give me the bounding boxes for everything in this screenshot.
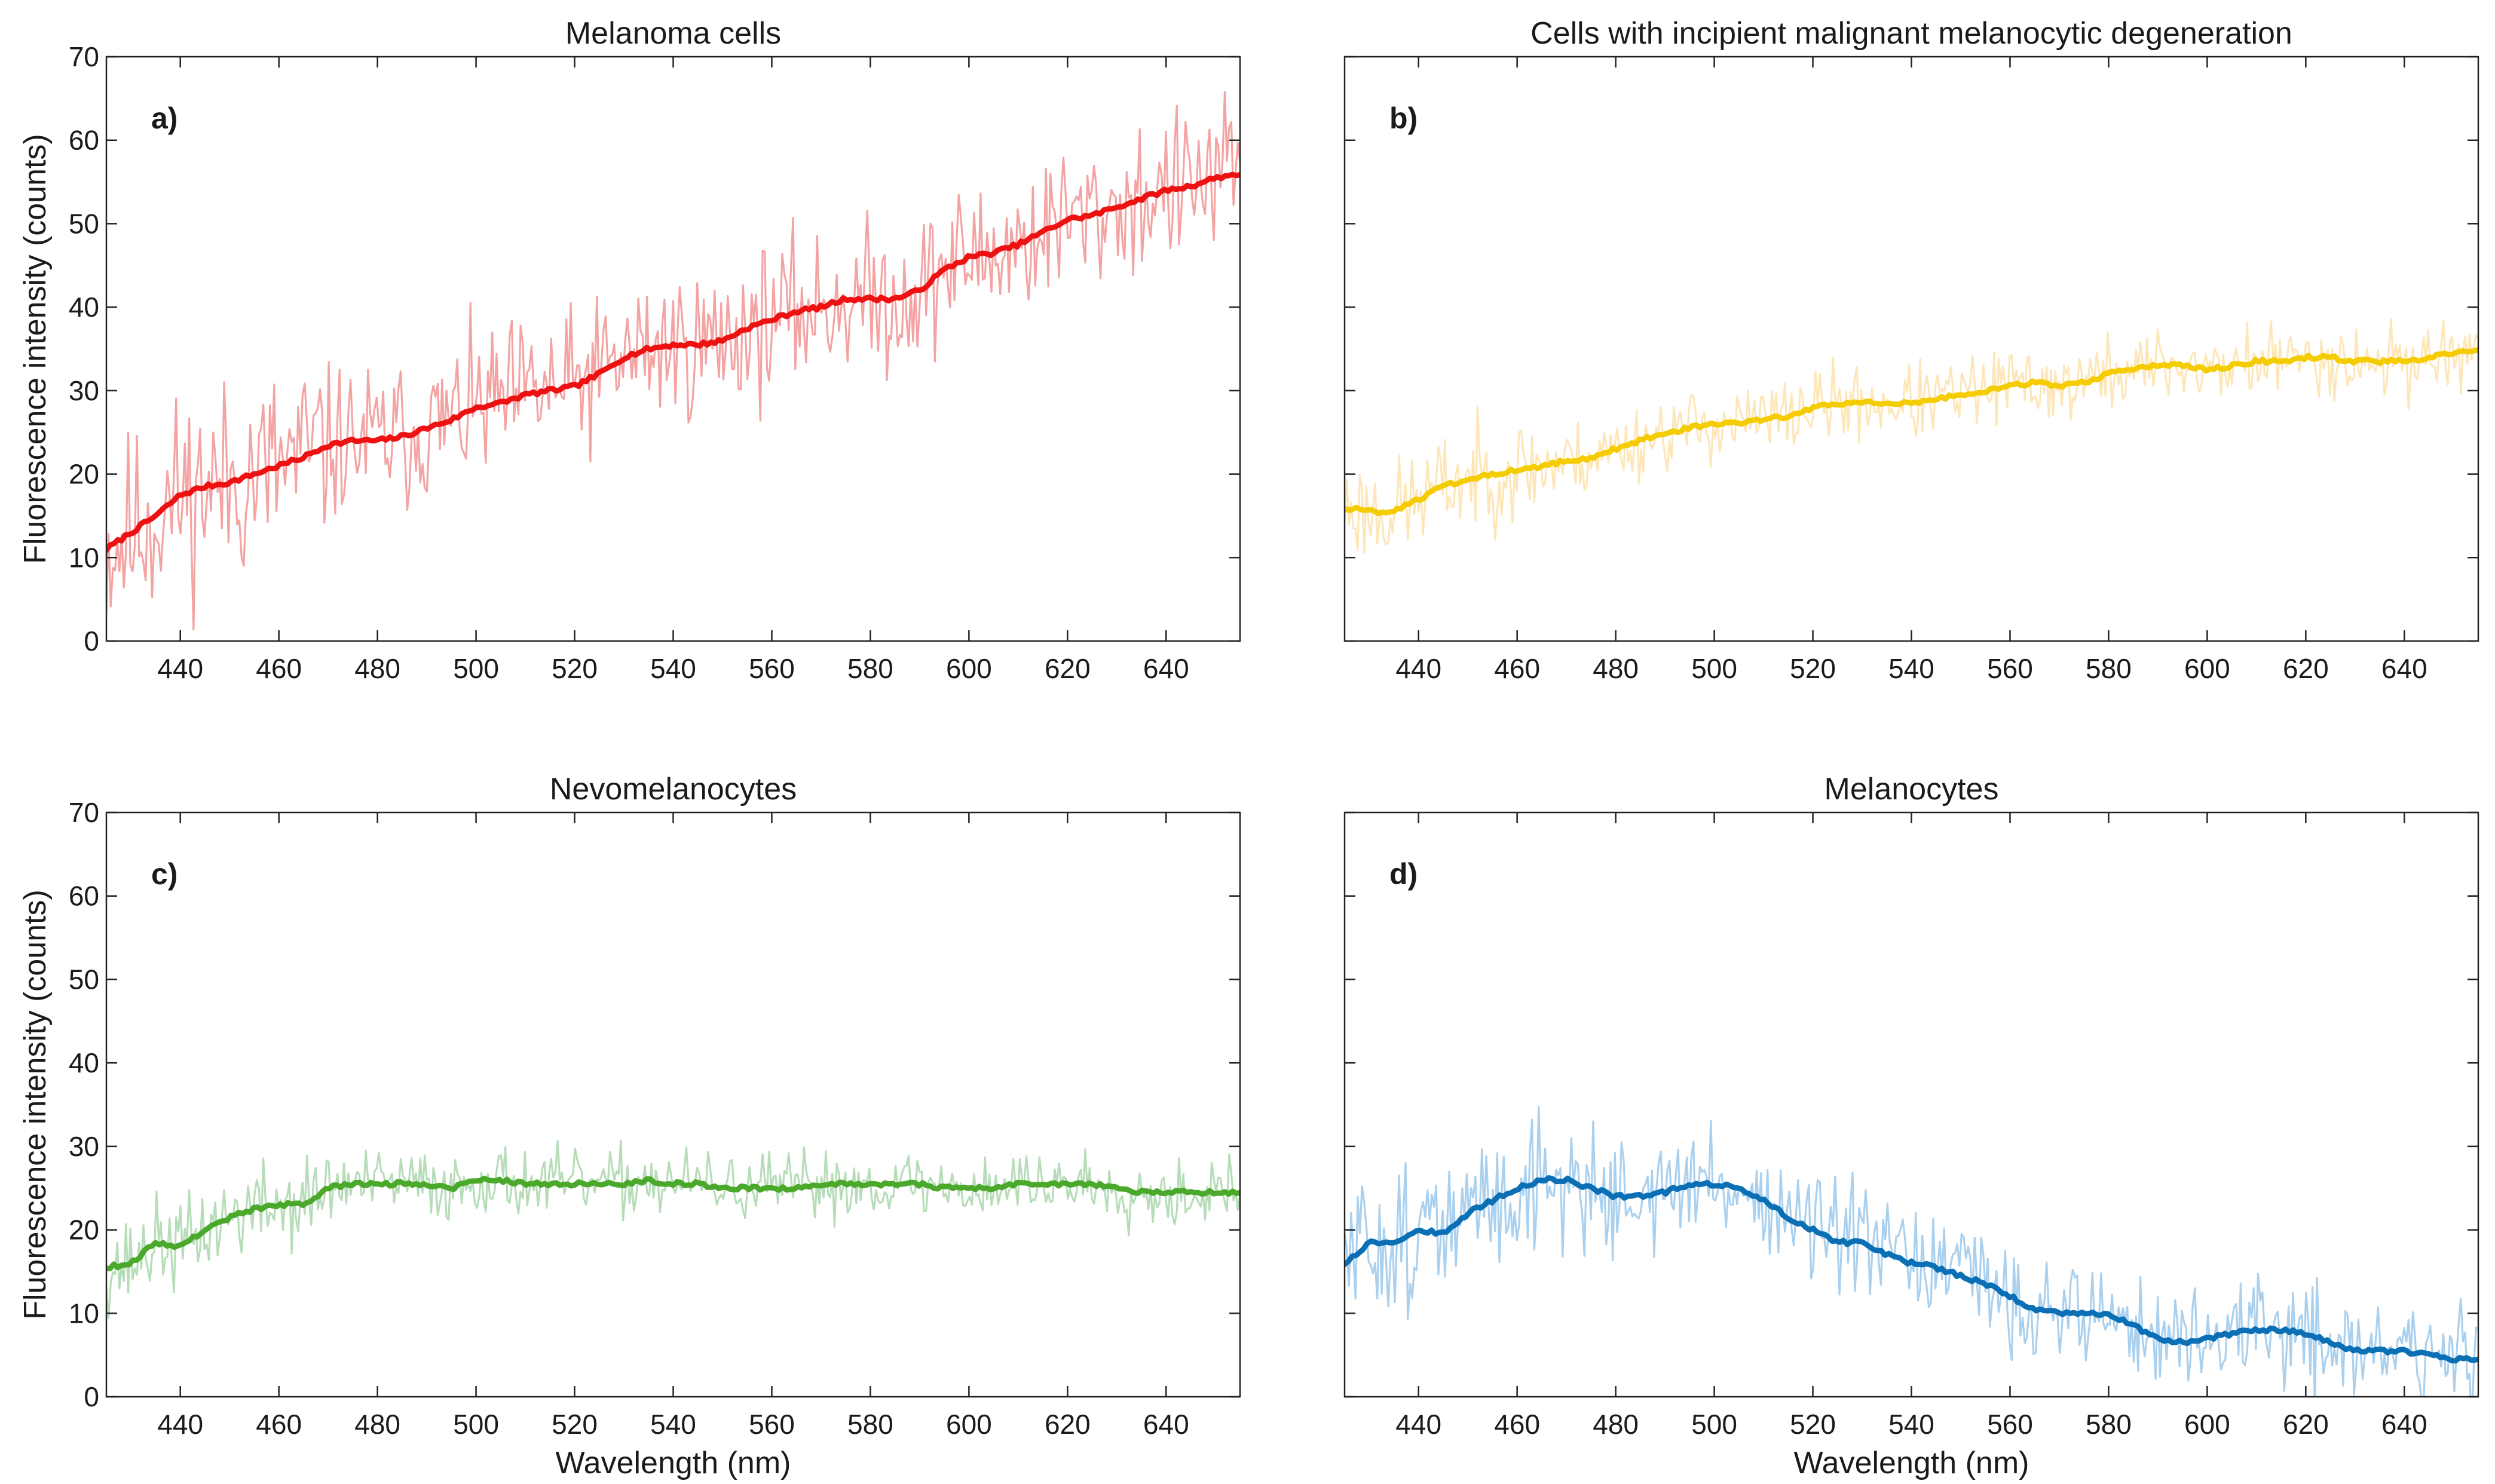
x-tick-label: 480 — [1593, 653, 1639, 684]
x-tick-label: 480 — [354, 653, 400, 684]
chart-panel-d: 440 460 480 500 520 540 560 580 600 620 640 Melanoc… — [1343, 772, 2479, 1480]
x-tick-label: 440 — [157, 653, 203, 684]
panel-label: b) — [1389, 102, 1418, 135]
plot-frame — [105, 56, 1241, 642]
y-tick-label: 60 — [69, 881, 99, 912]
x-tick-label: 480 — [1593, 1409, 1639, 1440]
x-tick-label: 620 — [2283, 1409, 2329, 1440]
y-tick-label: 30 — [69, 375, 99, 406]
smoothed-spectrum-line — [106, 171, 1240, 553]
smoothed-spectrum-line — [1345, 1175, 2478, 1364]
x-axis-label: Wavelength (nm) — [556, 1446, 791, 1480]
panel-title: Melanoma cells — [565, 16, 781, 51]
x-tick-label: 460 — [1494, 653, 1540, 684]
x-tick-label: 560 — [749, 653, 795, 684]
x-tick-label: 640 — [1143, 1409, 1189, 1440]
y-tick-label: 40 — [69, 1047, 99, 1078]
x-tick-label: 540 — [650, 653, 696, 684]
x-tick-label: 580 — [847, 653, 893, 684]
y-tick-label: 0 — [84, 626, 99, 657]
y-tick-label: 10 — [69, 1298, 99, 1329]
x-tick-label: 640 — [1143, 653, 1189, 684]
x-tick-label: 620 — [1045, 1409, 1091, 1440]
x-tick-label: 560 — [1987, 653, 2033, 684]
panel-label: d) — [1389, 857, 1418, 891]
x-tick-label: 520 — [552, 1409, 598, 1440]
x-tick-label: 500 — [1691, 1409, 1737, 1440]
x-tick-label: 520 — [1790, 1409, 1836, 1440]
x-tick-label: 520 — [552, 653, 598, 684]
x-tick-label: 580 — [847, 1409, 893, 1440]
x-tick-label: 500 — [1691, 653, 1737, 684]
x-tick-label: 620 — [2283, 653, 2329, 684]
x-tick-label: 480 — [354, 1409, 400, 1440]
x-tick-label: 560 — [749, 1409, 795, 1440]
raw-spectrum-line — [106, 91, 1240, 631]
x-tick-label: 460 — [256, 653, 302, 684]
smoothed-spectrum-line — [1345, 347, 2478, 517]
x-tick-label: 640 — [2381, 653, 2427, 684]
panel-title: Melanocytes — [1824, 772, 1999, 807]
x-tick-label: 500 — [453, 653, 499, 684]
y-tick-label: 60 — [69, 125, 99, 156]
x-tick-label: 600 — [2184, 653, 2230, 684]
x-tick-label: 560 — [1987, 1409, 2033, 1440]
raw-spectrum-line — [106, 1139, 1240, 1319]
chart-panel-b: 440 460 480 500 520 540 560 580 600 620 640 Cells w… — [1343, 16, 2479, 684]
y-tick-label: 50 — [69, 208, 99, 239]
y-tick-label: 30 — [69, 1131, 99, 1162]
raw-spectrum-line — [1345, 1105, 2478, 1397]
y-tick-label: 50 — [69, 964, 99, 995]
chart-panel-c: 0 10 20 30 40 50 60 70 440 460 480 500 520 540 560 580 6… — [18, 772, 1241, 1480]
x-tick-label: 460 — [1494, 1409, 1540, 1440]
x-tick-label: 540 — [1888, 1409, 1934, 1440]
y-tick-label: 20 — [69, 459, 99, 490]
x-tick-label: 440 — [1395, 653, 1441, 684]
x-tick-label: 620 — [1045, 653, 1091, 684]
x-tick-label: 500 — [453, 1409, 499, 1440]
chart-panel-a: 0 10 20 30 40 50 60 70 440 460 480 500 520 540 560 580 6… — [18, 16, 1241, 684]
y-tick-label: 10 — [69, 542, 99, 573]
y-tick-label: 20 — [69, 1215, 99, 1246]
plot-frame — [105, 811, 1241, 1398]
y-tick-label: 70 — [69, 41, 99, 72]
x-tick-label: 520 — [1790, 653, 1836, 684]
x-tick-label: 440 — [157, 1409, 203, 1440]
x-tick-label: 600 — [946, 1409, 992, 1440]
raw-spectrum-line — [1345, 317, 2478, 554]
y-tick-label: 0 — [84, 1381, 99, 1412]
panel-title: Cells with incipient malignant melanocyt… — [1530, 16, 2292, 51]
x-tick-label: 600 — [2184, 1409, 2230, 1440]
y-axis-label: Fluorescence intensity (counts) — [18, 890, 53, 1320]
x-tick-label: 440 — [1395, 1409, 1441, 1440]
y-tick-label: 40 — [69, 292, 99, 323]
x-tick-label: 540 — [1888, 653, 1934, 684]
x-tick-label: 580 — [2086, 1409, 2132, 1440]
x-tick-label: 460 — [256, 1409, 302, 1440]
panel-label: a) — [151, 102, 177, 135]
x-tick-label: 600 — [946, 653, 992, 684]
y-axis-label: Fluorescence intensity (counts) — [18, 134, 53, 564]
x-axis-label: Wavelength (nm) — [1794, 1446, 2029, 1480]
smoothed-spectrum-line — [106, 1175, 1240, 1271]
x-tick-label: 640 — [2381, 1409, 2427, 1440]
panel-title: Nevomelanocytes — [550, 772, 797, 807]
x-tick-label: 580 — [2086, 653, 2132, 684]
panel-label: c) — [151, 857, 177, 891]
x-tick-label: 540 — [650, 1409, 696, 1440]
y-tick-label: 70 — [69, 797, 99, 828]
